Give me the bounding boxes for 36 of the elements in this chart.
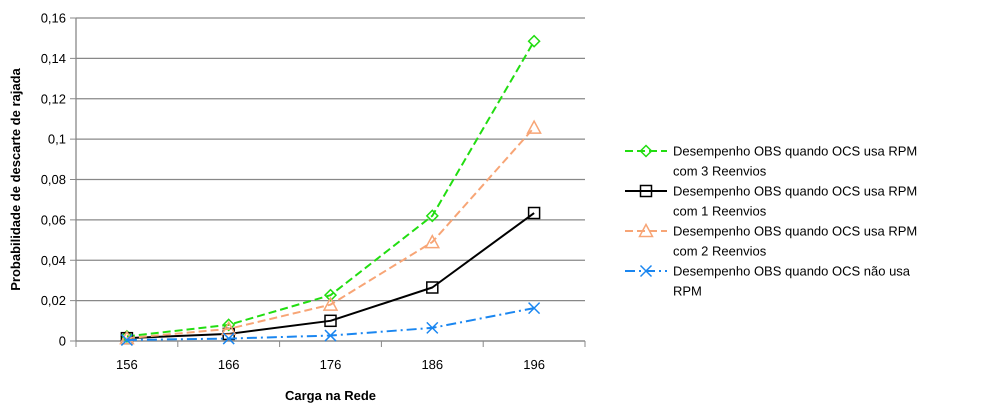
y-tick-label: 0,08 [40, 172, 66, 188]
point [222, 332, 235, 345]
point [222, 328, 235, 340]
point [526, 120, 542, 134]
y-tick-label: 0,16 [40, 10, 66, 26]
y-axis-title: Probabilidade de descarte de rajada [8, 67, 23, 291]
point [426, 281, 439, 294]
point [426, 322, 439, 334]
point [324, 314, 337, 328]
point [528, 34, 540, 48]
x-tick-label: 156 [116, 357, 138, 372]
y-tick-label: 0,14 [40, 50, 66, 66]
point [528, 302, 540, 314]
point [425, 234, 440, 248]
legend-label: Desempenho OBS quando OCS usa RPM com 3 Reenvios [673, 144, 918, 179]
point [426, 210, 439, 222]
y-tick-label: 0,12 [40, 91, 66, 106]
point [221, 322, 236, 336]
legend-label: Desempenho OBS quando OCS usa RPM com 1 Reenvios [673, 184, 918, 219]
y-tick-label: 0 [58, 334, 66, 349]
point [222, 318, 235, 332]
y-tick-label: 0,1 [48, 132, 66, 147]
legend-label: Desempenho OBS quando OCS não usa RPM [673, 264, 911, 299]
point [528, 206, 540, 220]
y-tick-label: 0,04 [40, 252, 66, 268]
point [324, 329, 337, 342]
y-tick-label: 0,06 [40, 212, 66, 228]
legend-label: Desempenho OBS quando OCS usa RPM com 2 Reenvios [673, 224, 918, 259]
y-tick-label: 0,02 [40, 293, 66, 308]
x-axis-title: Carga na Rede [284, 388, 376, 403]
x-tick-label: 186 [421, 357, 444, 372]
x-tick-label: 196 [523, 357, 545, 372]
x-tick-label: 166 [218, 357, 240, 372]
x-tick-label: 176 [320, 357, 342, 372]
point [324, 288, 337, 302]
point [323, 297, 338, 311]
